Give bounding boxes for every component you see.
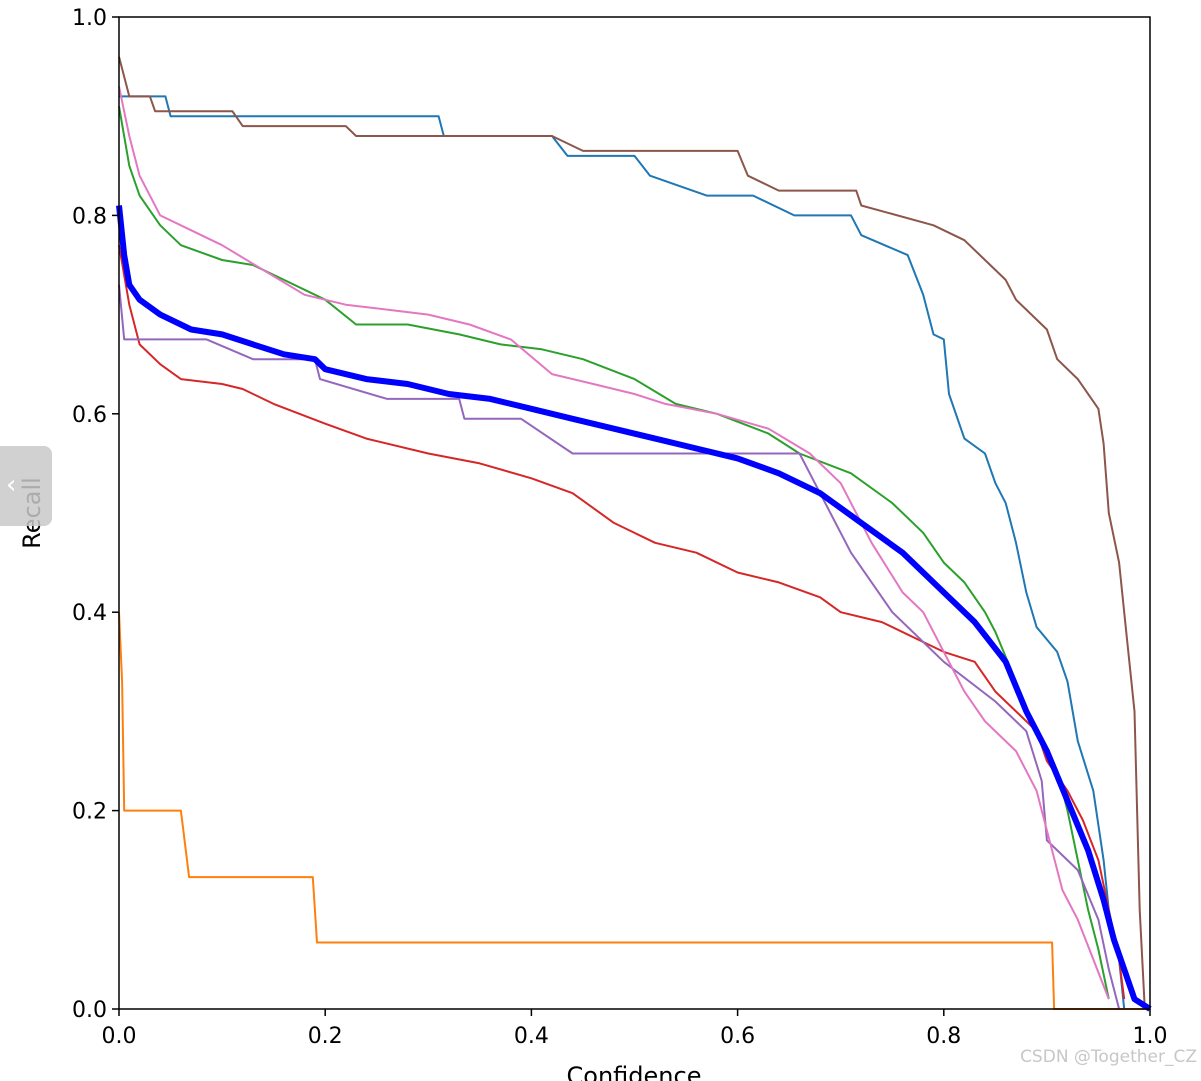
series-line-class-5 (118, 56, 1146, 1010)
x-tick-label: 0.8 (926, 1024, 961, 1049)
series-line-class-1 (118, 612, 1150, 1010)
plot-frame (118, 16, 1151, 1010)
series-line-class-2 (118, 106, 1110, 1000)
series-line-class-6 (118, 86, 1110, 1000)
series-layer (116, 56, 1152, 1012)
x-tick-label: 0.6 (720, 1024, 755, 1049)
y-tick-label: 0.4 (72, 601, 107, 626)
y-tick-label: 0.8 (72, 204, 107, 229)
x-tick-label: 0.0 (102, 1024, 137, 1049)
y-tick-label: 1.0 (72, 6, 107, 31)
x-tick-label: 0.2 (308, 1024, 343, 1049)
series-line-class-4 (118, 284, 1121, 1010)
x-tick-label: 1.0 (1133, 1024, 1168, 1049)
tick-layer: 0.0 0.2 0.4 0.6 0.8 1.0 0.0 0.2 0.4 0.6 0.8 1.0 (72, 6, 1168, 1049)
series-line-class-0 (119, 95, 1126, 1010)
collapse-side-panel-button[interactable]: ‹ (0, 446, 52, 526)
x-axis-label: Confidence (567, 1062, 702, 1081)
y-tick-label: 0.6 (72, 403, 107, 428)
chevron-left-icon: ‹ (6, 470, 17, 500)
watermark: CSDN @Together_CZ (1020, 1047, 1197, 1067)
y-tick-label: 0.0 (72, 998, 107, 1023)
series-line-all-classes (116, 205, 1152, 1012)
y-tick-label: 0.2 (72, 800, 107, 825)
x-tick-label: 0.4 (514, 1024, 549, 1049)
